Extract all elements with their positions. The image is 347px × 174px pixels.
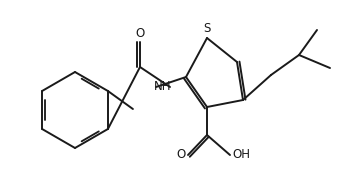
Text: OH: OH: [232, 148, 250, 161]
Text: O: O: [135, 27, 145, 40]
Text: O: O: [177, 148, 186, 161]
Text: S: S: [203, 22, 211, 35]
Text: NH: NH: [154, 81, 172, 93]
